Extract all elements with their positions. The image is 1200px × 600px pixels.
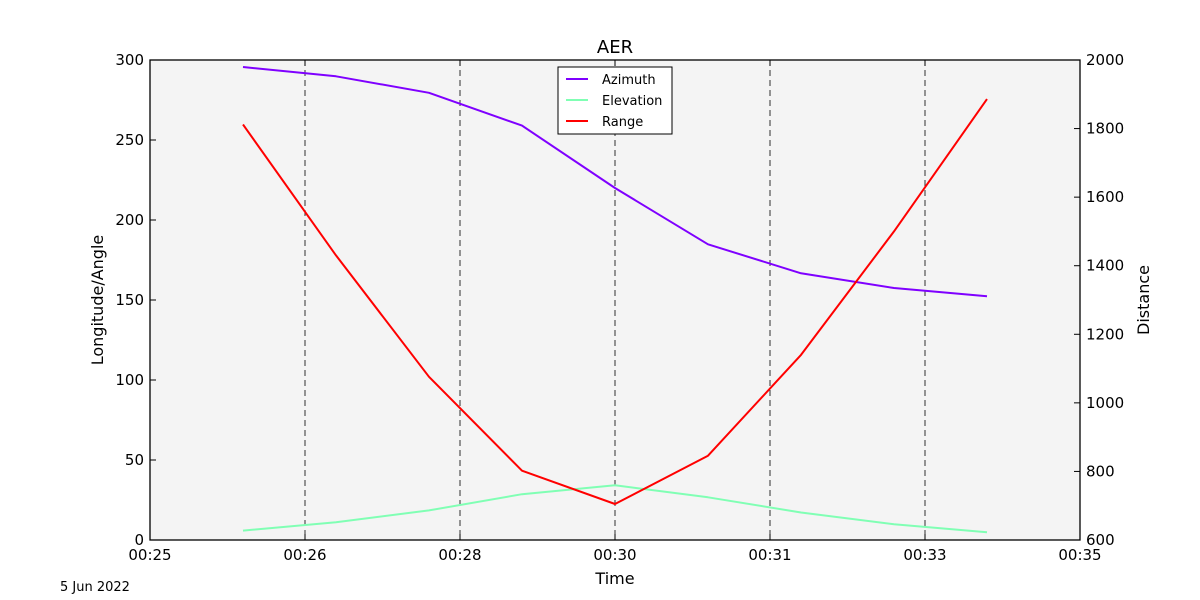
y-right-tick-label: 800 <box>1086 462 1115 480</box>
x-axis-label: Time <box>594 569 634 588</box>
x-tick-label: 00:28 <box>438 546 481 564</box>
y-left-tick-label: 0 <box>134 531 144 549</box>
date-label: 5 Jun 2022 <box>60 580 130 595</box>
y-left-tick-label: 100 <box>115 371 144 389</box>
x-tick-label: 00:31 <box>748 546 791 564</box>
y-axis-right: 600 800 1000 1200 1400 1600 1800 2000 <box>1074 51 1124 549</box>
legend: Azimuth Elevation Range <box>557 66 673 135</box>
y-left-tick-label: 250 <box>115 131 144 149</box>
y-axis-left: 0 50 100 150 200 250 300 <box>115 51 156 549</box>
y-left-tick-label: 150 <box>115 291 144 309</box>
series-lines <box>242 66 988 534</box>
y-right-tick-label: 2000 <box>1086 51 1124 69</box>
legend-label-azimuth: Azimuth <box>602 73 656 88</box>
x-axis: 00:25 00:26 00:28 00:30 00:31 00:33 00:35 <box>128 60 1102 564</box>
x-tick-label: 00:25 <box>128 546 171 564</box>
y-axis-left-label: Longitude/Angle <box>88 235 107 366</box>
y-left-tick-label: 50 <box>125 451 144 469</box>
y-axis-right-label: Distance <box>1134 265 1153 335</box>
x-tick-label: 00:35 <box>1058 546 1101 564</box>
y-right-tick-label: 1600 <box>1086 188 1124 206</box>
x-tick-label: 00:26 <box>283 546 326 564</box>
y-right-tick-label: 1800 <box>1086 120 1124 138</box>
y-right-tick-label: 1200 <box>1086 325 1124 343</box>
y-left-tick-label: 300 <box>115 51 144 69</box>
series-line-range <box>242 98 988 505</box>
y-right-tick-label: 600 <box>1086 531 1115 549</box>
x-tick-label: 00:33 <box>903 546 946 564</box>
y-right-tick-label: 1000 <box>1086 394 1124 412</box>
gridlines <box>304 60 926 540</box>
y-right-tick-label: 1400 <box>1086 257 1124 275</box>
y-left-tick-label: 200 <box>115 211 144 229</box>
legend-label-elevation: Elevation <box>602 94 662 109</box>
series-line-azimuth <box>242 66 988 298</box>
legend-label-range: Range <box>602 115 643 130</box>
x-tick-label: 00:30 <box>593 546 636 564</box>
series-line-elevation <box>242 484 988 534</box>
chart-title: AER <box>597 37 633 58</box>
